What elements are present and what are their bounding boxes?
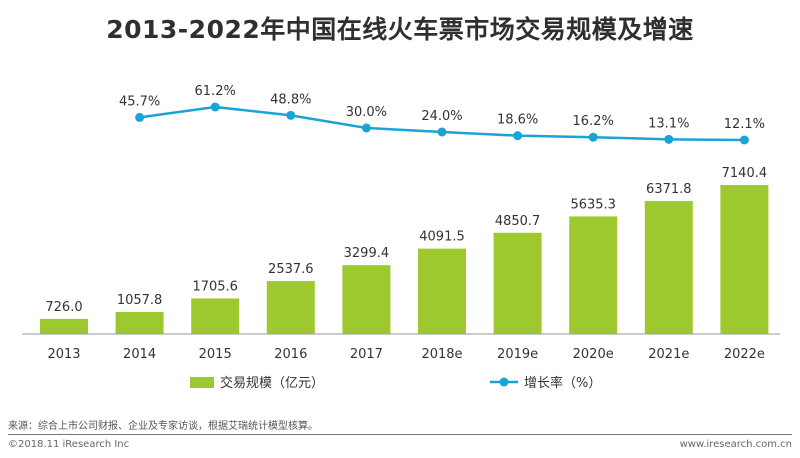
bar-2020e (569, 216, 618, 334)
growth-value-label: 24.0% (421, 109, 462, 124)
bar-value-label: 7140.4 (722, 166, 768, 181)
growth-value-label: 48.8% (270, 92, 311, 107)
x-tick-label: 2016 (274, 347, 307, 362)
growth-value-label: 12.1% (724, 117, 765, 132)
bar-2013 (40, 318, 88, 334)
x-tick-label: 2013 (47, 347, 80, 362)
growth-point-2019e (513, 131, 523, 141)
bar-2021e (644, 201, 693, 334)
bar-2017 (342, 265, 391, 334)
website-link[interactable]: www.iresearch.com.cn (679, 439, 792, 450)
bar-value-label: 4850.7 (495, 214, 541, 229)
chart-canvas: 726.0 1057.8 1705.6 2537.6 3299.4 4091.5 4850.… (22, 84, 780, 391)
x-tick-label: 2018e (421, 347, 462, 362)
growth-point-2017 (361, 123, 371, 133)
growth-line-layer: 45.7% 61.2% 48.8% 30.0% 24.0% 18.6% 16.2% 13.1%… (119, 84, 765, 145)
growth-value-label: 61.2% (195, 84, 236, 99)
bar-2018e (418, 248, 466, 334)
growth-point-2021e (664, 134, 674, 144)
bar-value-label: 5635.3 (570, 197, 616, 212)
bars-layer: 726.0 1057.8 1705.6 2537.6 3299.4 4091.5 4850.… (40, 166, 769, 334)
x-tick-label: 2022e (724, 347, 765, 362)
copyright-text: ©2018.11 iResearch Inc (8, 439, 130, 450)
growth-point-2022e (739, 135, 749, 145)
legend: 交易规模（亿元） 增长率（%） (190, 375, 601, 391)
growth-value-label: 16.2% (573, 114, 614, 129)
bar-value-label: 2537.6 (268, 262, 314, 277)
growth-value-label: 45.7% (119, 94, 160, 109)
x-tick-label: 2021e (648, 347, 689, 362)
legend-bar-swatch (190, 377, 214, 388)
x-tick-label: 2014 (123, 347, 156, 362)
chart-title: 2013-2022年中国在线火车票市场交易规模及增速 (106, 15, 694, 44)
growth-value-label: 13.1% (648, 116, 689, 131)
growth-value-label: 30.0% (346, 105, 387, 120)
source-note: 来源：综合上市公司财报、企业及专家访谈，根据艾瑞统计模型核算。 (8, 421, 318, 432)
legend-bar-label: 交易规模（亿元） (220, 375, 324, 391)
growth-point-2018e (437, 127, 447, 137)
growth-value-label: 18.6% (497, 113, 538, 128)
growth-point-2020e (588, 132, 598, 142)
legend-line-marker (499, 377, 509, 387)
bar-value-label: 6371.8 (646, 182, 692, 197)
x-tick-label: 2020e (573, 347, 614, 362)
bar-2019e (493, 232, 542, 334)
bar-value-label: 1705.6 (192, 279, 238, 294)
bar-2022e (720, 185, 769, 334)
bar-2014 (115, 311, 164, 334)
x-tick-label: 2017 (350, 347, 383, 362)
legend-line-label: 增长率（%） (524, 375, 601, 391)
bar-value-label: 4091.5 (419, 230, 465, 245)
x-tick-labels: 2013 2014 2015 2016 2017 2018e 2019e 2020e 2021e… (47, 347, 764, 362)
footer-divider (8, 434, 792, 435)
growth-point-2015 (210, 102, 220, 112)
growth-point-2016 (286, 110, 296, 120)
growth-point-2014 (135, 112, 145, 122)
bar-value-label: 3299.4 (344, 246, 390, 261)
x-tick-label: 2019e (497, 347, 538, 362)
bar-2016 (266, 281, 315, 334)
bar-value-label: 1057.8 (117, 293, 163, 308)
bar-value-label: 726.0 (45, 300, 82, 315)
x-tick-label: 2015 (199, 347, 232, 362)
bar-2015 (191, 298, 240, 334)
